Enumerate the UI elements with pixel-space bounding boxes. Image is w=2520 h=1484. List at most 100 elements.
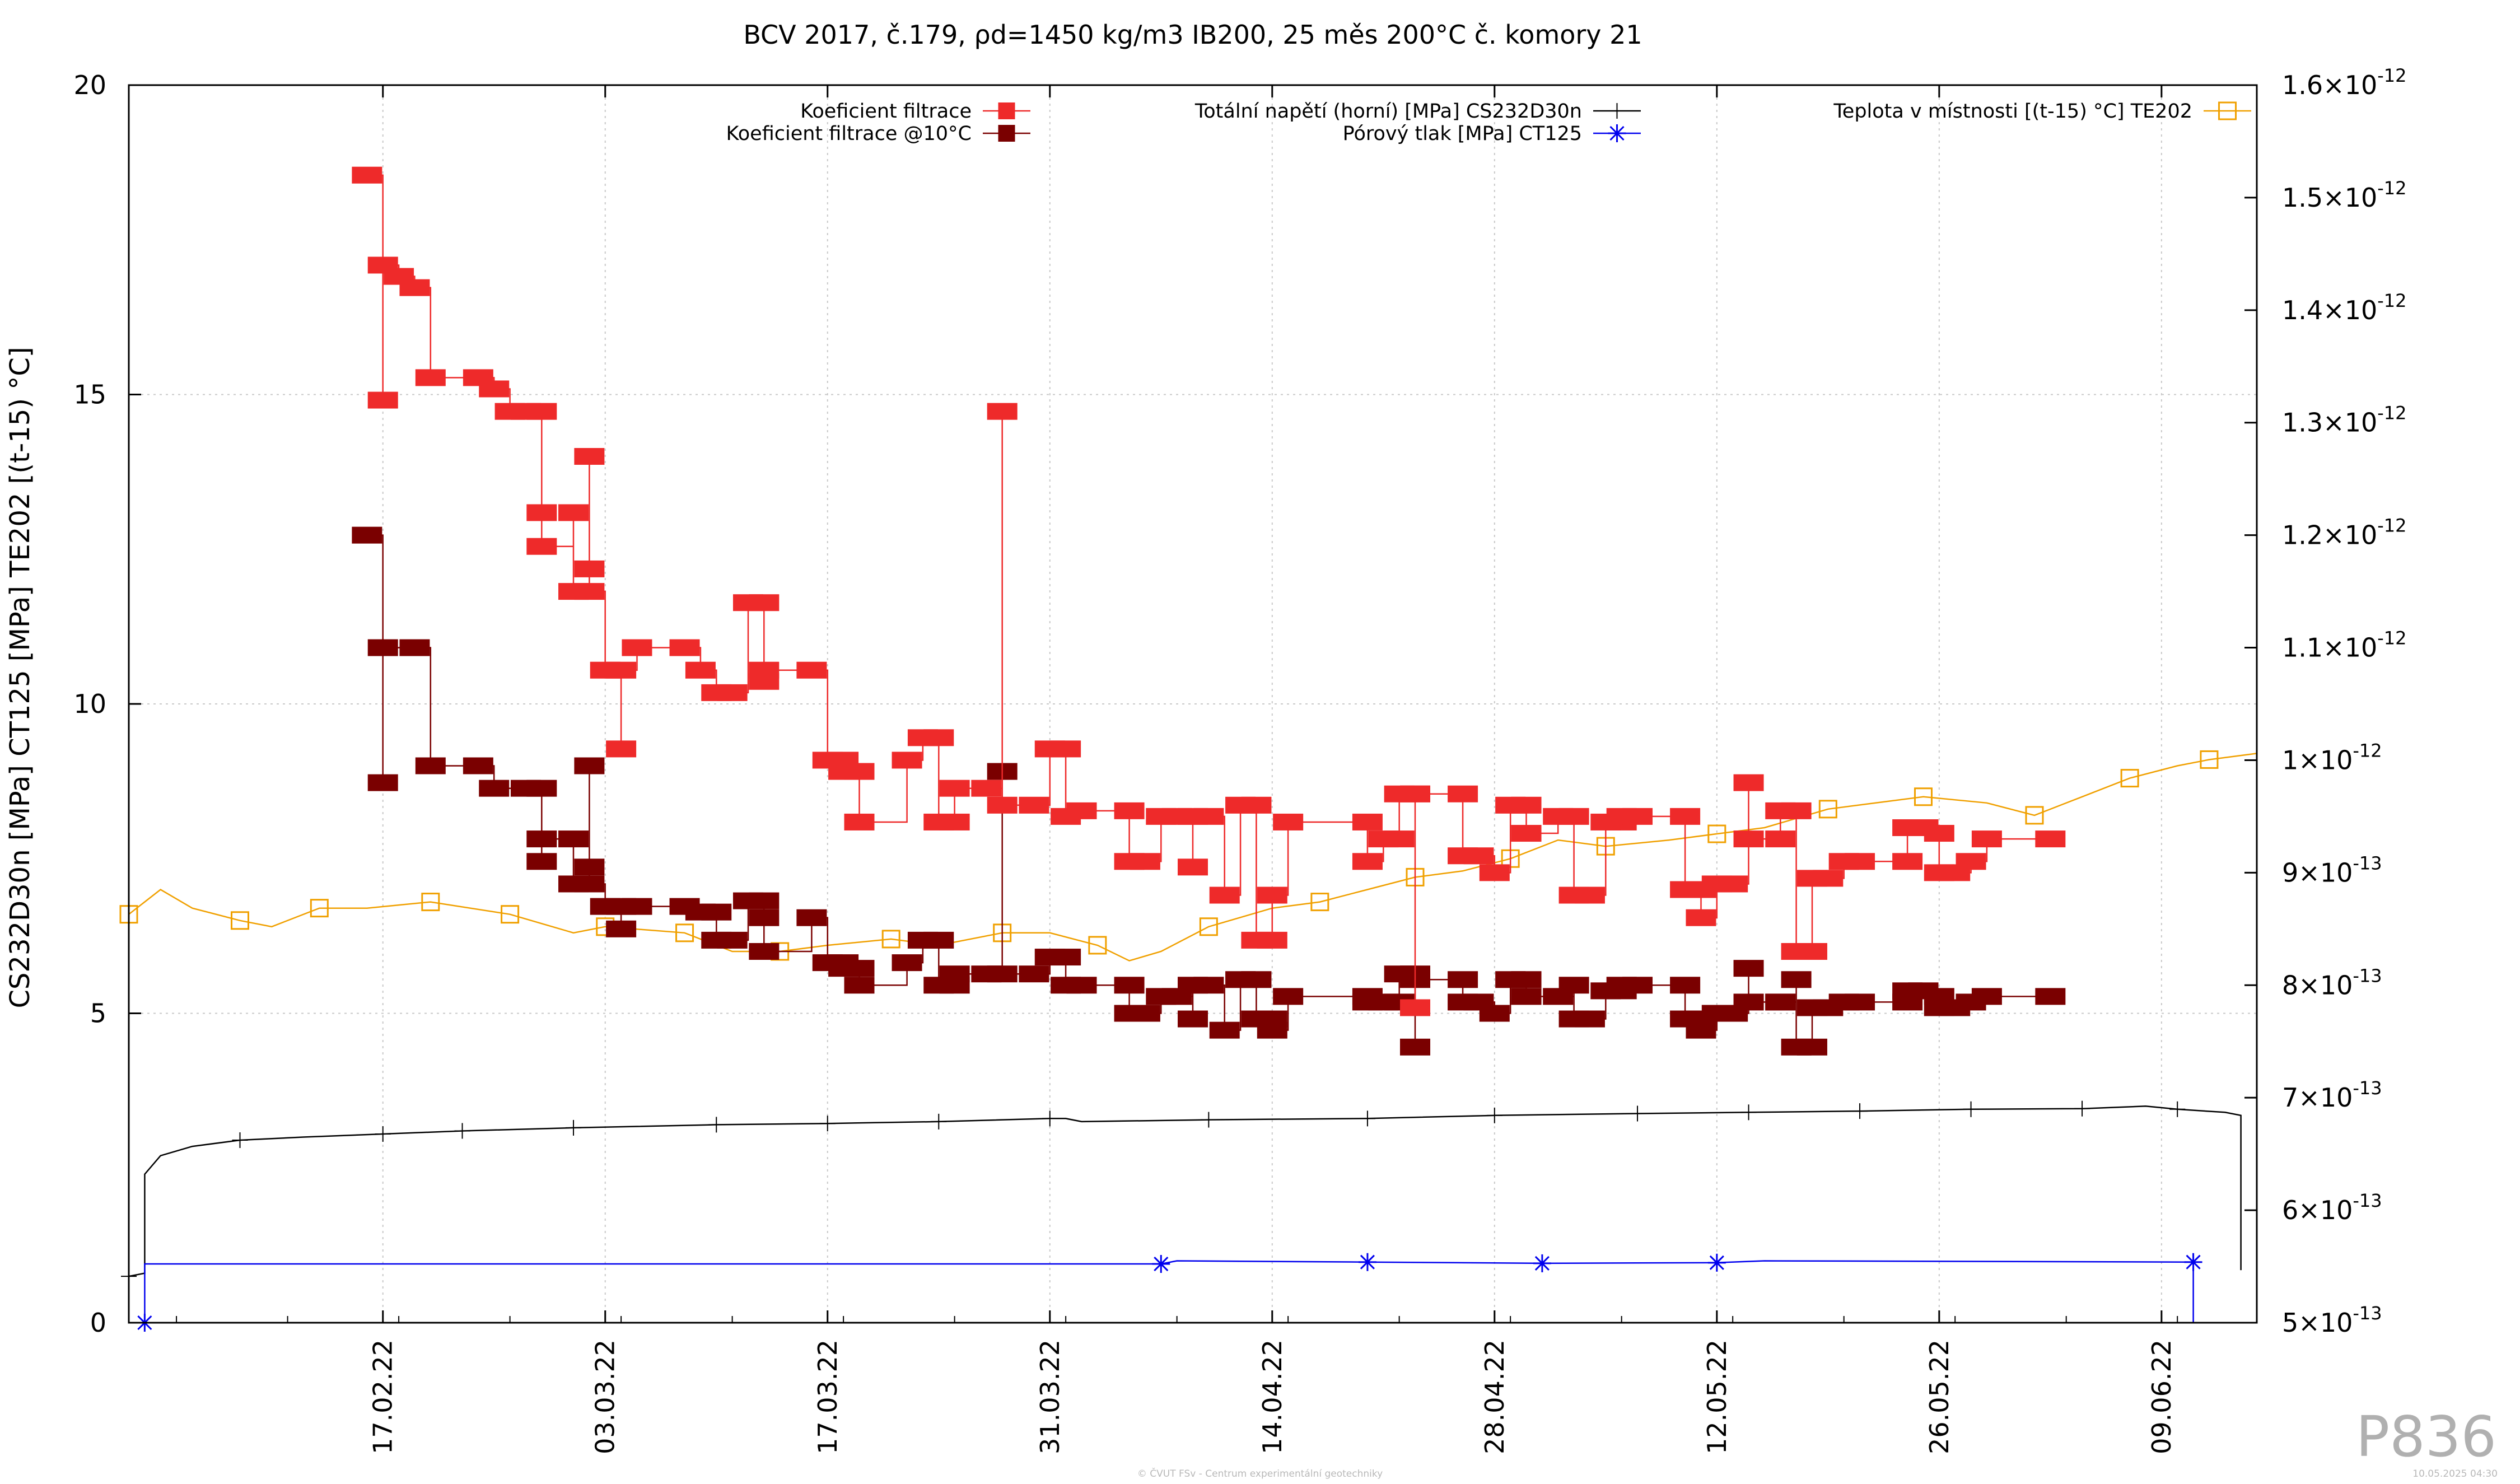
filtrace-point — [923, 729, 954, 746]
napeti-point — [1852, 1103, 1868, 1119]
teplota-point — [1088, 936, 1107, 955]
filtrace10-point — [987, 965, 1018, 983]
filtrace-point — [2035, 830, 2066, 848]
y2-tick-exponent: -12 — [2353, 740, 2382, 761]
filtrace10-point — [1733, 993, 1764, 1011]
filtrace-point — [622, 639, 652, 656]
y2-tick-mantissa: 1.4 — [2282, 295, 2323, 325]
y2-tick-times: ×10 — [2298, 970, 2353, 1000]
y2-tick-exponent: -13 — [2353, 1190, 2382, 1211]
filtrace-series — [352, 166, 2066, 1016]
legend-label: Koeficient filtrace @10°C — [726, 123, 972, 145]
teplota-point — [2120, 769, 2139, 788]
filtrace10-point — [1193, 977, 1224, 994]
x-tick-label: 03.03.22 — [590, 1340, 620, 1454]
legend-swatch-marker — [998, 102, 1015, 119]
filtrace-point — [526, 403, 557, 420]
y2-tick-label: 1.3×10-12 — [2282, 403, 2407, 438]
napeti-line — [128, 1105, 2242, 1277]
porovy-point-d2 — [1360, 1254, 1375, 1270]
napeti-point — [1486, 1107, 1502, 1123]
teplota-point — [1199, 917, 1218, 936]
napeti-point — [1609, 103, 1625, 119]
filtrace10-point — [749, 943, 780, 960]
teplota-point — [2200, 750, 2219, 769]
y2-tick-exponent: -13 — [2353, 1303, 2382, 1324]
filtrace-point — [749, 661, 780, 679]
y2-tick-mantissa: 1 — [2282, 745, 2298, 775]
filtrace10-point — [1273, 988, 1304, 1005]
napeti-point — [708, 1117, 725, 1133]
filtrace-point — [1463, 847, 1494, 865]
filtrace10-point — [352, 526, 382, 544]
y2-tick-label: 1.6×10-12 — [2282, 65, 2407, 100]
y-tick-label: 5 — [90, 998, 106, 1029]
y-tick-label: 15 — [73, 380, 106, 410]
axis-layer: 051015205×10-136×10-137×10-138×10-139×10… — [73, 65, 2406, 1454]
y2-tick-label: 1×10-12 — [2282, 740, 2382, 775]
y2-tick-exponent: -12 — [2377, 290, 2406, 311]
y2-tick-times: ×10 — [2298, 745, 2353, 775]
filtrace-point — [1686, 909, 1716, 926]
filtrace-point — [796, 661, 827, 679]
filtrace-point — [844, 813, 875, 830]
y2-tick-mantissa: 1.5 — [2282, 183, 2323, 213]
legend-label: Totální napětí (horní) [MPa] CS232D30n — [1194, 100, 1582, 123]
filtrace-point — [1845, 853, 1875, 870]
filtrace-point — [1813, 870, 1844, 887]
filtrace10-point — [1670, 977, 1701, 994]
filtrace-point — [1511, 825, 1542, 842]
filtrace10-point — [1796, 1038, 1827, 1056]
legend-label: Pórový tlak [MPa] CT125 — [1343, 123, 1582, 145]
y2-tick-mantissa: 5 — [2282, 1308, 2298, 1338]
teplota-point — [231, 911, 250, 930]
teplota-point — [421, 893, 440, 912]
y2-tick-mantissa: 1.3 — [2282, 408, 2323, 438]
filtrace-point — [1733, 774, 1764, 791]
porovy-series — [136, 1253, 2202, 1332]
filtrace10-point — [749, 909, 780, 926]
filtrace-point — [1479, 864, 1510, 881]
filtrace10-point — [1765, 993, 1796, 1011]
filtrace10-point — [717, 931, 748, 949]
filtrace10-point — [1479, 1005, 1510, 1022]
x-tick-label: 12.05.22 — [1702, 1340, 1732, 1454]
filtrace-point — [749, 594, 780, 612]
y2-tick-exponent: -12 — [2377, 178, 2406, 199]
napeti-point — [819, 1116, 836, 1132]
filtrace10-point — [1130, 1005, 1160, 1022]
filtrace10-point — [574, 875, 605, 893]
filtrace-point — [1257, 886, 1287, 904]
filtrace-point — [352, 166, 382, 184]
filtrace10-point — [892, 954, 922, 972]
teplota-point — [2025, 806, 2044, 825]
y2-tick-label: 1.2×10-12 — [2282, 515, 2407, 550]
napeti-point — [2169, 1101, 2186, 1117]
napeti-point — [1740, 1104, 1757, 1121]
filtrace10-point — [1114, 977, 1145, 994]
x-tick-label: 26.05.22 — [1924, 1340, 1954, 1454]
napeti-point — [1963, 1101, 1979, 1117]
teplota-point — [1914, 787, 1933, 806]
napeti-point — [232, 1132, 248, 1149]
y2-tick-label: 6×10-13 — [2282, 1190, 2382, 1225]
teplota-point — [675, 923, 694, 942]
porovy-point-d2 — [1709, 1255, 1724, 1270]
napeti-point — [1042, 1110, 1058, 1127]
y2-tick-label: 8×10-13 — [2282, 965, 2382, 1000]
filtrace10-point — [1733, 960, 1764, 977]
x-tick-label: 17.03.22 — [813, 1340, 843, 1454]
filtrace-point — [1019, 796, 1049, 814]
y-tick-label: 0 — [90, 1308, 106, 1338]
filtrace10-point — [574, 858, 605, 876]
filtrace-point — [1781, 802, 1812, 819]
filtrace-point — [1130, 853, 1160, 870]
y2-tick-mantissa: 7 — [2282, 1082, 2298, 1113]
filtrace-point — [1193, 808, 1224, 825]
y-axis-label: CS232D30n [MPa] CT125 [MPa] TE202 [(t-15… — [4, 347, 36, 1008]
filtrace10-point — [415, 757, 446, 774]
y2-tick-exponent: -12 — [2377, 515, 2406, 536]
y2-tick-times: ×10 — [2323, 520, 2377, 550]
